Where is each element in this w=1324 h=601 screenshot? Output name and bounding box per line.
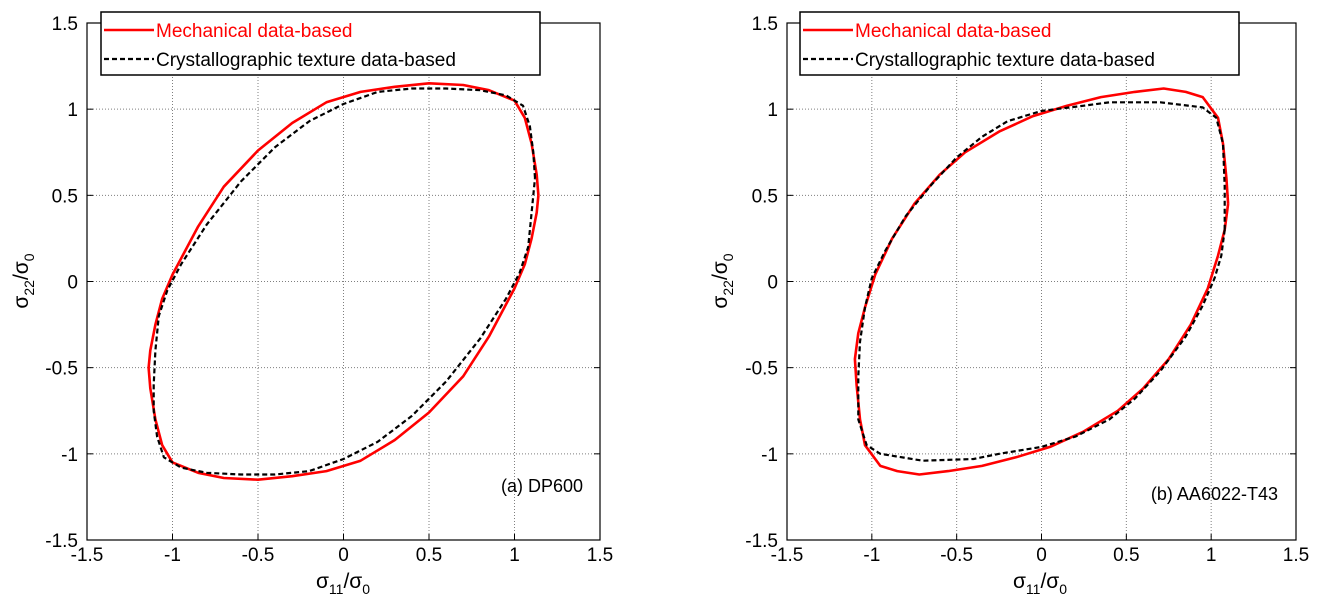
x-tick-label: 0.5: [416, 545, 442, 566]
x-tick-label: 1.5: [587, 545, 613, 566]
chart-panel-aa6022: -1.5-1.5 -1 -1 -0.5 -0.5 0 0 0.5 0.5 1 1 1.5 1.5 Mech…: [709, 11, 1309, 597]
x-axis-label: σ11/σ0: [316, 570, 370, 597]
x-tick-label: -0.5: [242, 545, 275, 566]
legend-label: Crystallographic texture data-based: [855, 50, 1155, 71]
y-tick-label: -0.5: [745, 359, 778, 380]
panel-annotation: (a) DP600: [501, 476, 583, 496]
x-tick-label: 0.5: [1113, 545, 1139, 566]
x-tick-label: -0.5: [940, 545, 973, 566]
legend-label: Mechanical data-based: [855, 21, 1051, 42]
legend-box: [100, 11, 541, 76]
panel-annotation: (b) AA6022-T43: [1151, 484, 1278, 504]
legend-label: Mechanical data-based: [156, 21, 352, 42]
series-mechanical-line: [147, 82, 540, 481]
x-tick-label: 1.5: [1283, 545, 1309, 566]
y-tick-label: 0.5: [752, 186, 778, 207]
x-tick-label: -1: [164, 545, 181, 566]
x-tick-label: 0: [1036, 545, 1047, 566]
series-crystallographic-line: [857, 101, 1226, 462]
series-crystallographic-line: [152, 87, 537, 476]
legend-label: Crystallographic texture data-based: [156, 50, 456, 71]
y-tick-label: 0.5: [52, 186, 78, 207]
x-tick-label: -1.5: [71, 545, 104, 566]
y-tick-label: -1: [61, 445, 78, 466]
y-tick-label: 1.5: [752, 14, 778, 35]
x-tick-label: -1: [863, 545, 880, 566]
legend-box: [799, 11, 1240, 76]
y-tick-label: -1: [761, 445, 778, 466]
x-tick-label: 0: [338, 545, 349, 566]
y-tick-label: 0: [67, 273, 78, 294]
y-tick-label: 1: [67, 100, 78, 121]
x-tick-label: 1: [509, 545, 520, 566]
y-tick-label: 1: [767, 100, 778, 121]
y-tick-label: -1.5: [45, 531, 78, 552]
y-tick-label: -0.5: [45, 359, 78, 380]
y-tick-label: -1.5: [745, 531, 778, 552]
x-axis-label: σ11/σ0: [1013, 570, 1067, 597]
legend: Mechanical data-based Crystallographic te…: [100, 11, 541, 76]
y-tick-label: 0: [767, 273, 778, 294]
y-axis-label: σ22/σ0: [709, 253, 736, 308]
y-tick-label: 1.5: [52, 14, 78, 35]
series-mechanical-line: [853, 87, 1230, 476]
x-tick-label: 1: [1206, 545, 1217, 566]
x-tick-label: -1.5: [771, 545, 804, 566]
y-axis-label: σ22/σ0: [10, 253, 37, 308]
chart-panel-dp600: -1.5-1.5 -1 -1 -0.5 -0.5 0 0 0.5 0.5 1 1 1.5 1.5 Mech…: [10, 11, 613, 597]
legend: Mechanical data-based Crystallographic te…: [799, 11, 1240, 76]
